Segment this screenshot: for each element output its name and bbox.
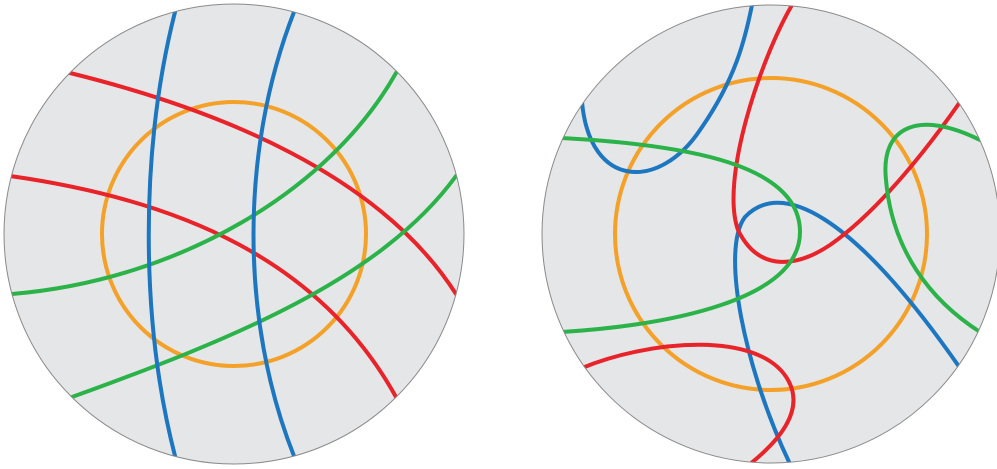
right-disk-panel xyxy=(541,4,997,464)
right-blue-loop-top xyxy=(580,5,754,174)
left-red-geodesic-upper xyxy=(68,71,458,296)
left-blue-geodesic-left xyxy=(146,10,177,458)
right-green-center-curve xyxy=(560,136,802,334)
left-blue-geodesic-right xyxy=(251,10,296,458)
left-green-geodesic-upper xyxy=(10,71,398,296)
right-orange-circle xyxy=(613,76,929,392)
left-disk-outline xyxy=(3,3,465,465)
left-green-geodesic-lower xyxy=(70,174,458,399)
right-green-right-loop xyxy=(883,122,982,334)
left-orange-circle xyxy=(100,100,368,368)
right-red-center-curve xyxy=(731,5,962,264)
left-disk-background xyxy=(4,4,464,464)
left-red-geodesic-lower xyxy=(8,174,398,399)
left-disk-curves xyxy=(8,10,458,458)
right-red-bottom-loop xyxy=(580,342,796,463)
left-disk-panel xyxy=(4,4,464,464)
right-disk-curves xyxy=(560,5,982,463)
right-disk-outline xyxy=(541,4,997,464)
right-blue-center-curve xyxy=(733,200,962,463)
